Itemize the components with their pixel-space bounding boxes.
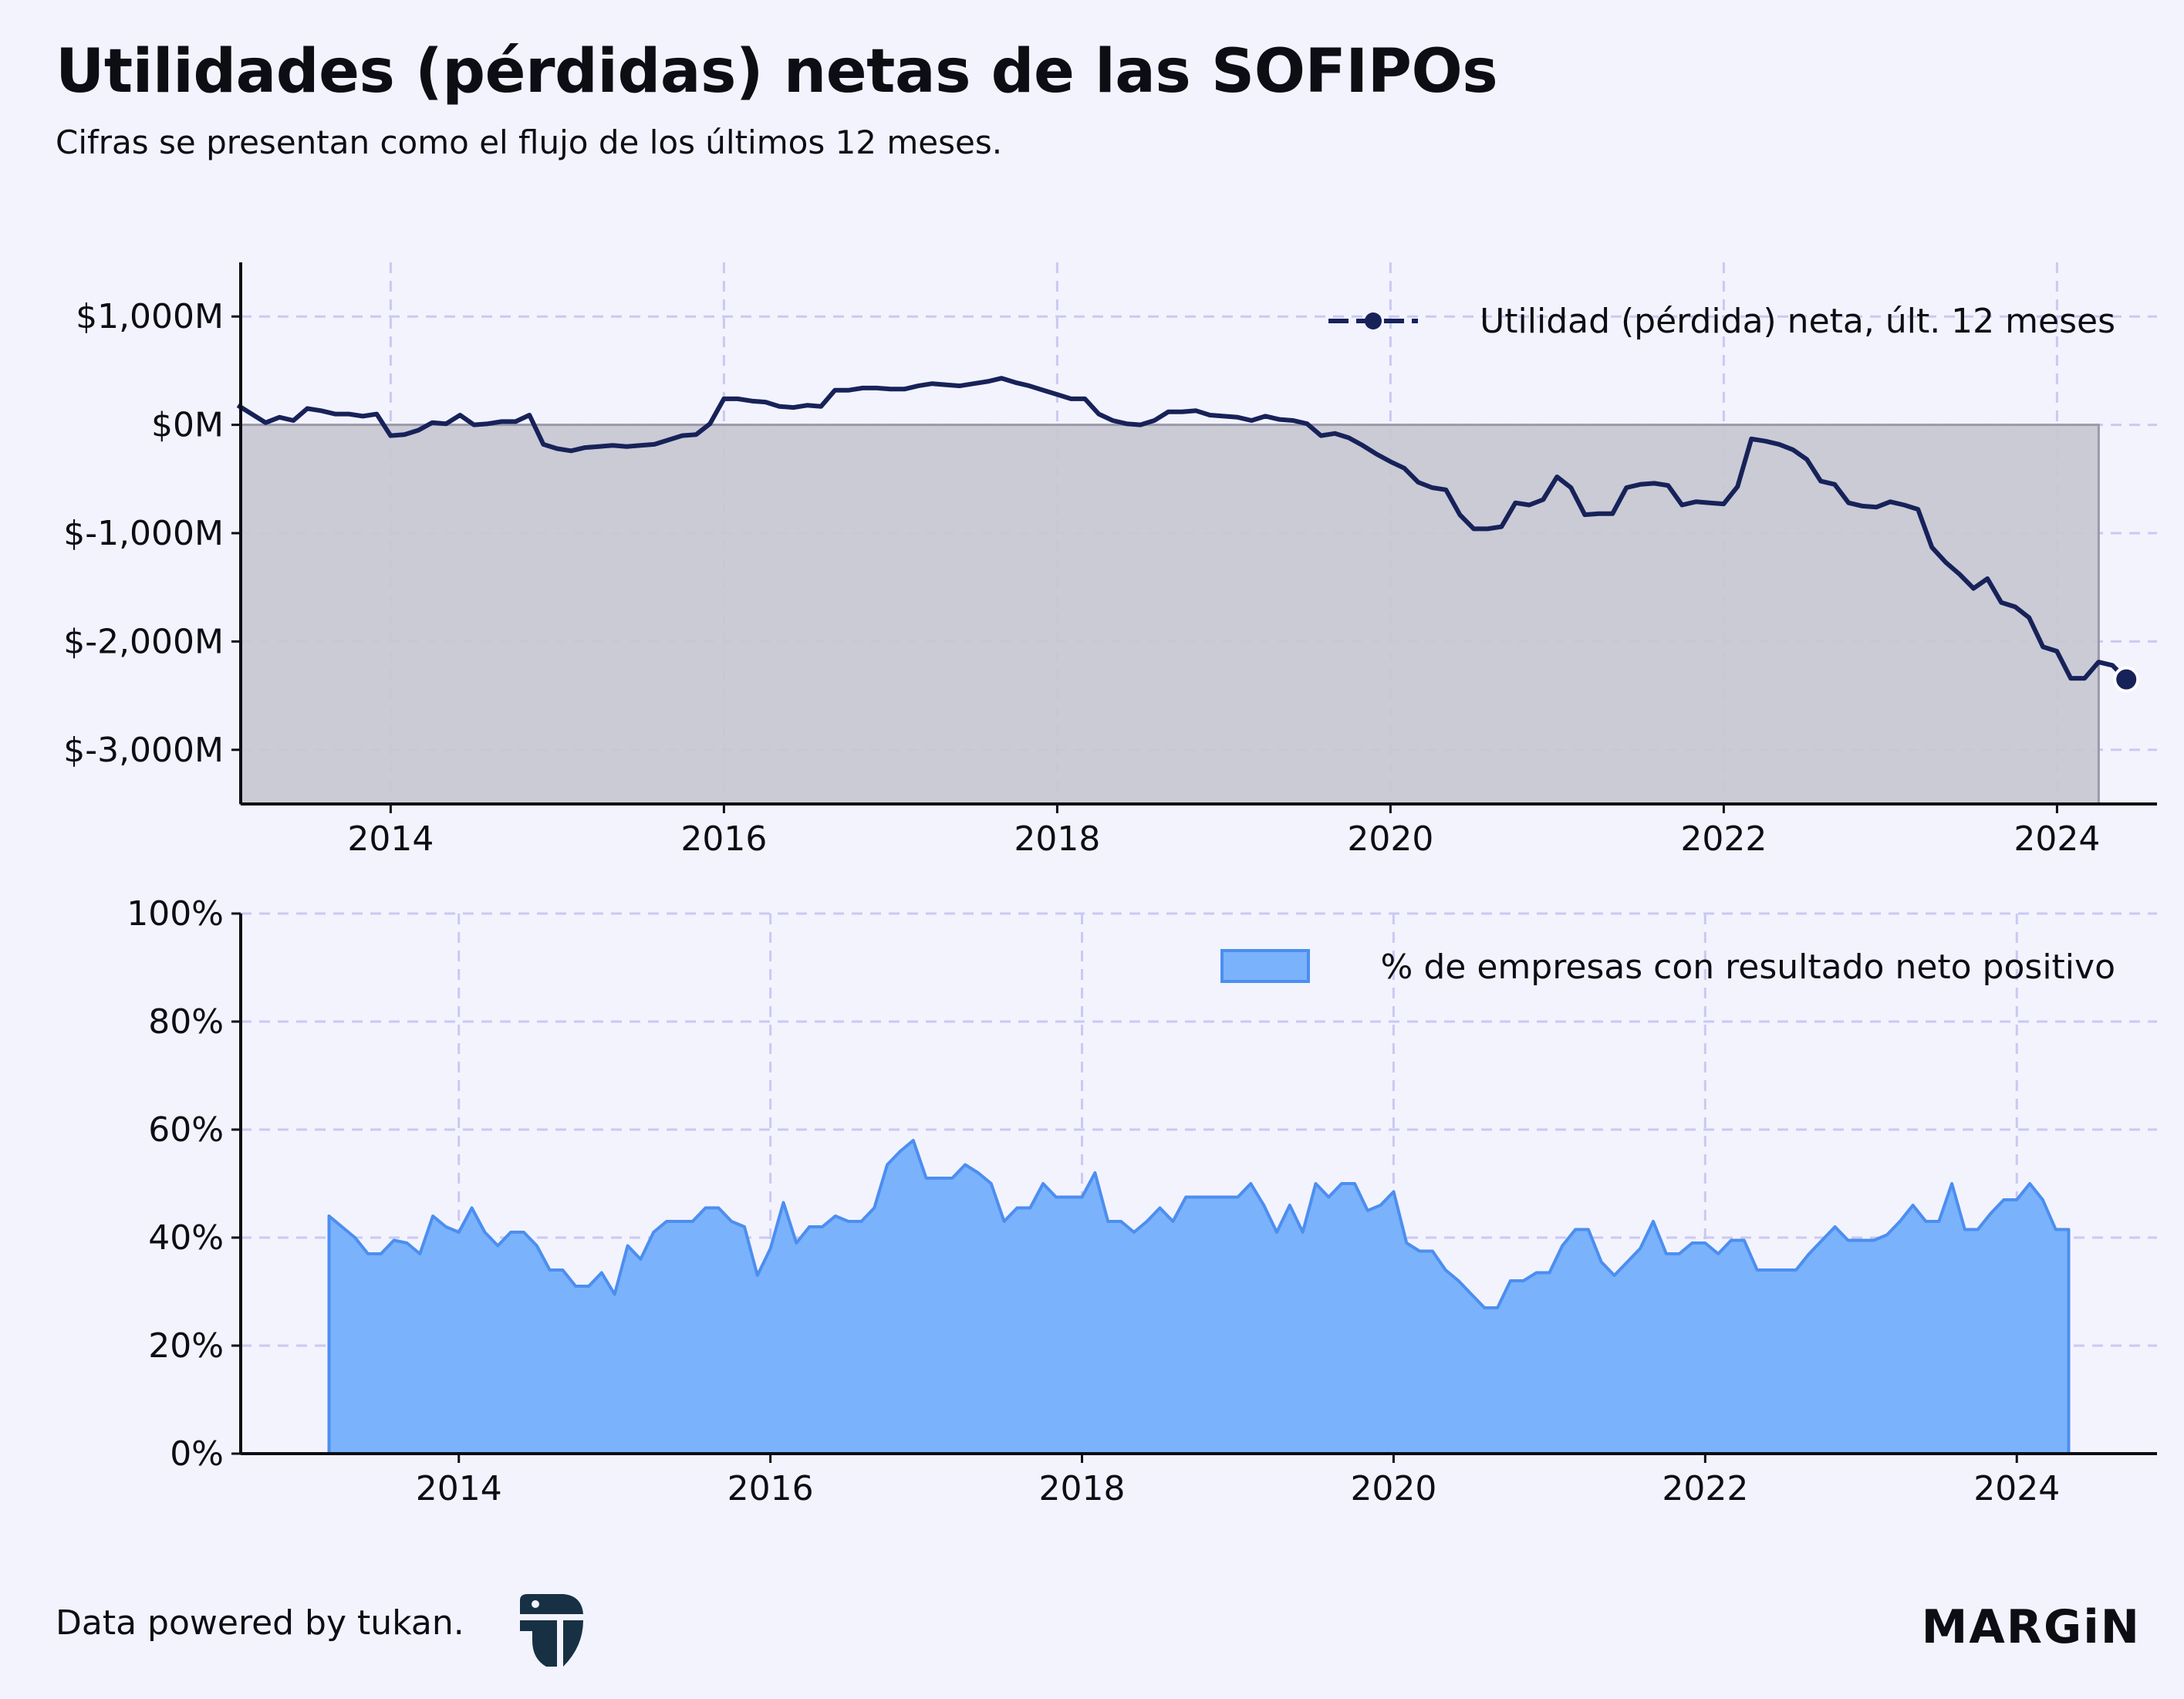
x-tick-label-2022: 2022 <box>1662 1469 1748 1508</box>
x-tick-label-2018: 2018 <box>1039 1469 1126 1508</box>
y-tick-label-4: 80% <box>148 1002 224 1042</box>
net-income-line <box>236 376 2128 681</box>
legend-marker-swatch <box>1365 312 1382 329</box>
net-income-shaded-area <box>239 424 2100 806</box>
x-tick-label-2024: 2024 <box>1973 1469 2060 1508</box>
x-tick-label-2014: 2014 <box>347 819 434 859</box>
chart-subtitle: Cifras se presentan como el flujo de los… <box>56 123 1003 161</box>
net-income-x-ticks: 2014 2016 2018 2020 2022 2024 <box>347 804 2100 859</box>
y-tick-label-1: 20% <box>148 1326 224 1366</box>
x-tick-label-2020: 2020 <box>1347 819 1433 859</box>
net-income-legend: Utilidad (pérdida) neta, últ. 12 meses <box>1328 302 2115 341</box>
y-tick-label-0: 0% <box>170 1434 224 1474</box>
x-tick-label-2022: 2022 <box>1680 819 1767 859</box>
positive-share-y-ticks: 0% 20% 40% 60% 80% 100% <box>127 894 241 1474</box>
brand-logo: MARGiN <box>1921 1600 2141 1654</box>
legend-label-positive-share: % de empresas con resultado neto positiv… <box>1381 947 2115 987</box>
tukan-logo-icon <box>520 1594 583 1667</box>
legend-label-net-income: Utilidad (pérdida) neta, últ. 12 meses <box>1480 302 2115 341</box>
x-tick-label-2024: 2024 <box>2014 819 2100 859</box>
positive-share-area <box>327 1139 2071 1455</box>
positive-share-series <box>241 1139 2157 1455</box>
x-tick-label-2020: 2020 <box>1350 1469 1436 1508</box>
loss-zone-shading <box>239 424 2100 806</box>
y-tick-label-3: $-2,000M <box>63 622 224 661</box>
positive-share-legend: % de empresas con resultado neto positiv… <box>1220 947 2115 987</box>
y-tick-label-4: $-3,000M <box>63 731 224 770</box>
data-credit: Data powered by tukan. <box>56 1603 464 1643</box>
y-tick-label-1: $0M <box>151 406 224 445</box>
positive-share-x-ticks: 2014 2016 2018 2020 2022 2024 <box>416 1454 2060 1508</box>
y-tick-label-3: 60% <box>148 1110 224 1150</box>
x-tick-label-2014: 2014 <box>416 1469 502 1508</box>
x-tick-label-2016: 2016 <box>680 819 767 859</box>
y-tick-label-2: 40% <box>148 1218 224 1258</box>
y-tick-label-0: $1,000M <box>76 297 224 336</box>
y-tick-label-5: 100% <box>127 894 224 934</box>
positive-share-axes <box>239 914 2157 1455</box>
net-income-last-point <box>2113 666 2140 693</box>
chart-title: Utilidades (pérdidas) netas de las SOFIP… <box>56 37 1498 106</box>
positive-share-chart: 0%20%40%60%80%100% 2014 2016 2018 2020 2022 2… <box>127 894 2157 1508</box>
legend-area-swatch <box>1220 949 1310 983</box>
y-tick-label-2: $-1,000M <box>63 514 224 553</box>
x-tick-label-2018: 2018 <box>1014 819 1100 859</box>
x-tick-label-2016: 2016 <box>727 1469 814 1508</box>
net-income-y-ticks: $1,000M $0M $-1,000M $-2,000M $-3,000M <box>63 297 241 770</box>
net-income-series <box>236 376 2140 693</box>
net-income-chart: $1,000M$0M$-1,000M$-2,000M$-3,000M 2014 2… <box>63 262 2157 859</box>
